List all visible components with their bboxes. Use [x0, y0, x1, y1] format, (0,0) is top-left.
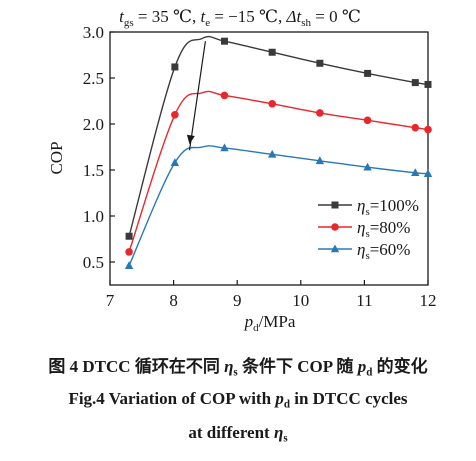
data-point — [171, 111, 179, 119]
cop-chart: tgs = 35 ℃, te = −15 ℃, Δtsh = 0 ℃ 0.5 1.… — [47, 7, 437, 334]
data-point — [411, 168, 420, 177]
chart-title: tgs = 35 ℃, te = −15 ℃, Δtsh = 0 ℃ — [119, 7, 361, 29]
legend-label: ηs=80% — [357, 218, 410, 240]
x-tick-label: 11 — [356, 291, 372, 310]
data-point — [363, 116, 372, 125]
y-tick-label: 1.5 — [83, 161, 104, 180]
data-point — [125, 248, 133, 256]
y-axis: 0.5 1.0 1.5 2.0 2.5 3.0 — [83, 23, 115, 272]
data-point — [125, 232, 133, 240]
data-point — [424, 80, 432, 88]
data-point — [411, 123, 420, 132]
data-point — [220, 37, 228, 45]
plot-frame — [109, 31, 429, 286]
legend-item-2: ηs=60% — [318, 240, 410, 262]
annotation-arrow-shaft — [188, 41, 206, 151]
data-point — [364, 69, 372, 77]
x-tick-label: 9 — [233, 291, 242, 310]
data-point — [424, 125, 432, 134]
series-0 — [125, 35, 432, 240]
x-axis-label: pd/MPa — [244, 312, 296, 334]
legend: ηs=100%ηs=80%ηs=60% — [318, 196, 419, 262]
data-point — [267, 149, 277, 158]
legend-label: ηs=100% — [357, 196, 419, 218]
series-layer — [124, 35, 433, 269]
y-tick-label: 3.0 — [83, 23, 104, 42]
series-1 — [125, 90, 432, 256]
legend-item-0: ηs=100% — [318, 196, 419, 218]
data-point — [316, 59, 324, 67]
series-2 — [124, 143, 433, 269]
legend-marker — [330, 244, 340, 253]
y-axis-label: COP — [47, 141, 66, 174]
legend-label: ηs=60% — [357, 240, 410, 262]
data-point — [124, 261, 134, 269]
y-tick-label: 0.5 — [83, 253, 104, 272]
data-point — [220, 143, 229, 152]
y-tick-label: 1.0 — [83, 207, 104, 226]
x-tick-label: 8 — [169, 291, 178, 310]
x-tick-label: 12 — [420, 291, 437, 310]
data-point — [220, 91, 229, 100]
caption-chinese: 图 4 DTCC 循环在不同 ηs 条件下 COP 随 pd 的变化 — [48, 357, 428, 379]
data-point — [411, 79, 419, 87]
data-point — [315, 156, 325, 165]
data-point — [171, 63, 179, 71]
caption-english-line2: at different ηs — [188, 423, 288, 445]
data-point — [423, 169, 433, 177]
x-tick-label: 10 — [292, 291, 309, 310]
y-tick-label: 2.5 — [83, 69, 104, 88]
x-axis: 7 8 9 10 11 12 — [106, 280, 437, 310]
data-point — [363, 162, 372, 171]
data-point — [268, 48, 276, 56]
data-point — [316, 109, 324, 117]
data-point — [170, 158, 180, 166]
caption-english-line1: Fig.4 Variation of COP with pd in DTCC c… — [68, 389, 408, 411]
y-tick-label: 2.0 — [83, 115, 104, 134]
legend-marker — [331, 201, 339, 209]
legend-item-1: ηs=80% — [318, 218, 410, 240]
annotation-arrow-head — [186, 134, 195, 145]
annotation-layer — [186, 41, 206, 151]
series-line — [128, 35, 429, 237]
data-point — [268, 99, 276, 108]
x-tick-label: 7 — [106, 291, 115, 310]
legend-marker — [331, 223, 339, 231]
